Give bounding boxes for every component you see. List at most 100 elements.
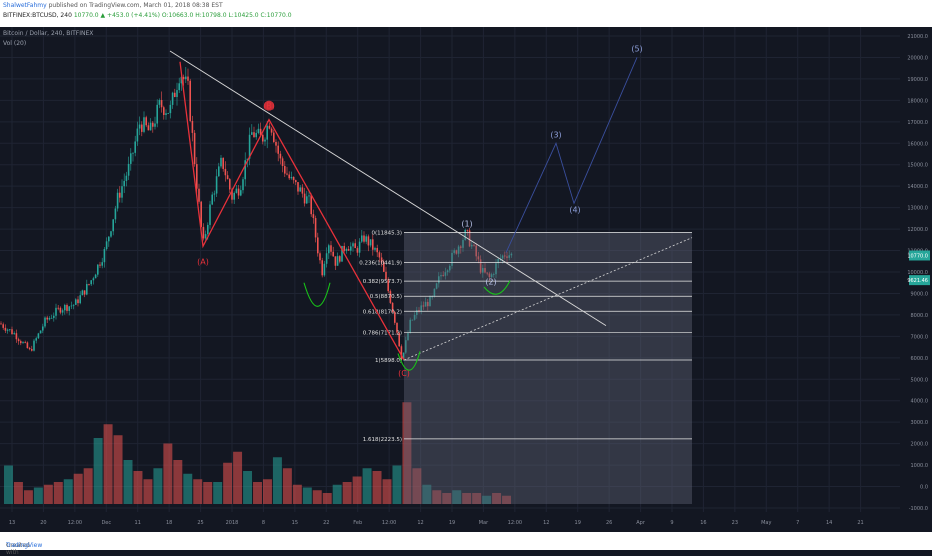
candle-body — [59, 307, 62, 313]
time-tick-label: 20 — [40, 520, 46, 526]
candle-body — [132, 152, 134, 154]
candle-body — [506, 256, 508, 258]
candle-body — [431, 296, 433, 298]
candle-body — [372, 239, 374, 250]
candle-body — [264, 139, 266, 142]
candle-body — [433, 288, 436, 297]
candle-body — [402, 352, 405, 360]
candle-body — [17, 339, 20, 342]
candle-body — [81, 290, 84, 296]
symbol-legend: Bitcoin / Dollar, 240, BITFINEX — [3, 30, 94, 37]
candle-body — [484, 268, 486, 273]
candle-body — [462, 239, 464, 248]
candle-body — [413, 314, 416, 320]
volume-bar — [292, 484, 302, 504]
volume-bar — [312, 490, 322, 504]
candle-body — [343, 245, 345, 251]
candle-body — [169, 104, 172, 114]
candle-body — [149, 122, 152, 131]
candle-body — [409, 319, 411, 333]
volume-bar — [143, 479, 153, 504]
volume-bar — [262, 479, 272, 504]
candle-body — [198, 188, 200, 202]
candle-body — [286, 173, 288, 175]
curve-left — [303, 282, 331, 307]
candle-body — [222, 157, 224, 169]
candle-body — [68, 306, 70, 311]
chart-area[interactable]: 21000.0 20000.0 19000.0 18000.0 17000.0 16000… — [0, 27, 932, 532]
candle-body — [495, 263, 497, 275]
candle-body — [244, 160, 246, 180]
price-tick-label: 15000.0 — [907, 163, 928, 169]
candle-body — [279, 153, 282, 159]
volume-bar — [103, 424, 113, 504]
volume-bar — [203, 482, 213, 504]
candle-body — [0, 323, 2, 325]
candle-body — [77, 299, 79, 304]
price-tick-label: 10000.0 — [907, 270, 928, 276]
quote-text: 10770.0 ▲ +453.0 (+4.41%) O:10663.0 H:10… — [73, 12, 292, 19]
candle-body — [332, 251, 334, 257]
candle-body — [361, 235, 363, 242]
time-tick-label: Mar — [479, 520, 489, 526]
candle-body — [229, 179, 231, 190]
candle-body — [288, 174, 290, 179]
candle-body — [319, 253, 321, 261]
symbol-quote: BITFINEX:BTCUSD, 240 10770.0 ▲ +453.0 (+… — [3, 12, 292, 19]
price-tick-label: 14000.0 — [907, 184, 928, 190]
volume-bar — [442, 493, 452, 504]
candle-body — [440, 275, 442, 277]
price-tick-label: 6000.0 — [911, 356, 929, 362]
candle-body — [213, 193, 216, 195]
candle-body — [88, 284, 90, 285]
candle-body — [48, 317, 51, 320]
candle-body — [374, 248, 376, 250]
candle-body — [209, 204, 211, 225]
candle-body — [317, 237, 319, 254]
candle-body — [460, 246, 462, 248]
tradingview-link[interactable]: TradingView — [6, 542, 43, 549]
candle-body — [411, 319, 414, 321]
candle-body — [396, 322, 398, 333]
candle-body — [28, 348, 31, 350]
candle-body — [70, 305, 73, 307]
candle-body — [416, 310, 418, 315]
candle-body — [174, 92, 176, 97]
candle-body — [92, 278, 95, 281]
candle-body — [114, 208, 117, 220]
volume-bar — [432, 490, 442, 504]
volume-bar — [53, 482, 63, 504]
price-tick-label: 20000.0 — [907, 55, 928, 61]
candle-body — [163, 107, 165, 115]
candle-body — [116, 192, 119, 209]
candle-body — [391, 302, 394, 313]
candle-body — [83, 290, 86, 295]
candle-body — [438, 276, 440, 284]
candle-body — [299, 187, 301, 192]
volume-bar — [253, 482, 262, 504]
candle-body — [119, 192, 121, 198]
candle-body — [383, 262, 385, 272]
author-link[interactable]: ShalwetFahmy — [3, 2, 47, 9]
candle-body — [334, 256, 337, 266]
price-tick-label: 21000.0 — [907, 34, 928, 40]
volume-bar — [133, 471, 143, 504]
time-tick-label: 12:00 — [68, 520, 82, 526]
candle-body — [101, 262, 103, 266]
candle-body — [167, 113, 169, 114]
time-tick-label: 15 — [292, 520, 298, 526]
price-chart[interactable]: 21000.0 20000.0 19000.0 18000.0 17000.0 16000… — [0, 27, 932, 532]
fib-box — [404, 232, 692, 505]
candle-body — [33, 340, 35, 351]
impulse-wave-label: (4) — [569, 205, 580, 214]
candle-body — [418, 310, 420, 311]
candle-body — [237, 188, 240, 196]
candle-body — [4, 327, 7, 331]
volume-bar — [213, 482, 223, 504]
candle-body — [39, 330, 42, 334]
candle-body — [363, 235, 365, 242]
time-tick-label: 7 — [796, 520, 799, 526]
candle-body — [94, 274, 97, 279]
candle-body — [9, 329, 11, 331]
volume-bar — [223, 462, 233, 504]
